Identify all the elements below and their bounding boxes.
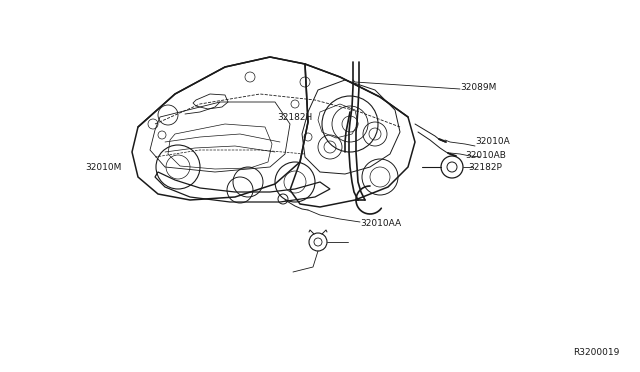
Text: 32010M: 32010M [85, 163, 122, 171]
Text: 32010A: 32010A [475, 138, 509, 147]
Text: 32010AA: 32010AA [360, 219, 401, 228]
Text: 32089M: 32089M [460, 83, 497, 92]
Text: 32182H: 32182H [277, 112, 312, 122]
Text: R3200019: R3200019 [573, 348, 620, 357]
Text: 32182P: 32182P [468, 163, 502, 171]
Text: 32010AB: 32010AB [465, 151, 506, 160]
